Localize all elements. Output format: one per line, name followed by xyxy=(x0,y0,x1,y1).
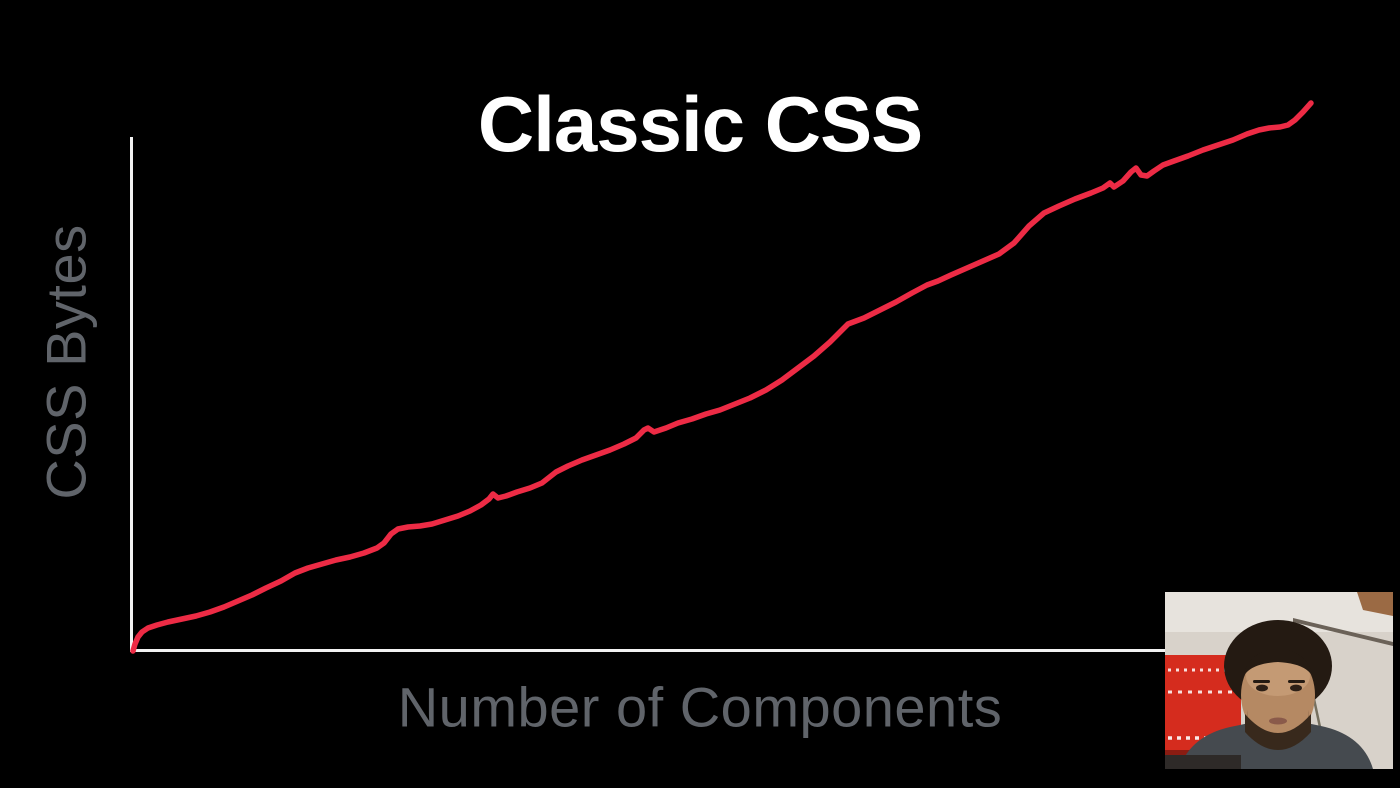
chart-title: Classic CSS xyxy=(477,80,923,169)
speaker-eye-left xyxy=(1256,684,1268,692)
y-axis-line xyxy=(130,137,133,652)
speaker-shoulder xyxy=(1165,755,1241,769)
box-on-shelf xyxy=(1357,592,1393,616)
shelf-edge xyxy=(1293,618,1393,646)
css-bytes-line xyxy=(130,100,1314,654)
speaker-eye-right xyxy=(1290,684,1302,692)
speaker-hairline xyxy=(1241,648,1315,687)
speaker-mouth xyxy=(1269,717,1287,725)
x-axis-label: Number of Components xyxy=(397,675,1003,739)
speaker-beard-lower xyxy=(1245,714,1311,750)
speaker-avatar xyxy=(1165,620,1373,769)
webcam-overlay xyxy=(1165,592,1393,769)
x-axis-line xyxy=(130,649,1166,652)
speaker-brow-left xyxy=(1253,680,1270,683)
speaker-brow-right xyxy=(1288,680,1305,683)
